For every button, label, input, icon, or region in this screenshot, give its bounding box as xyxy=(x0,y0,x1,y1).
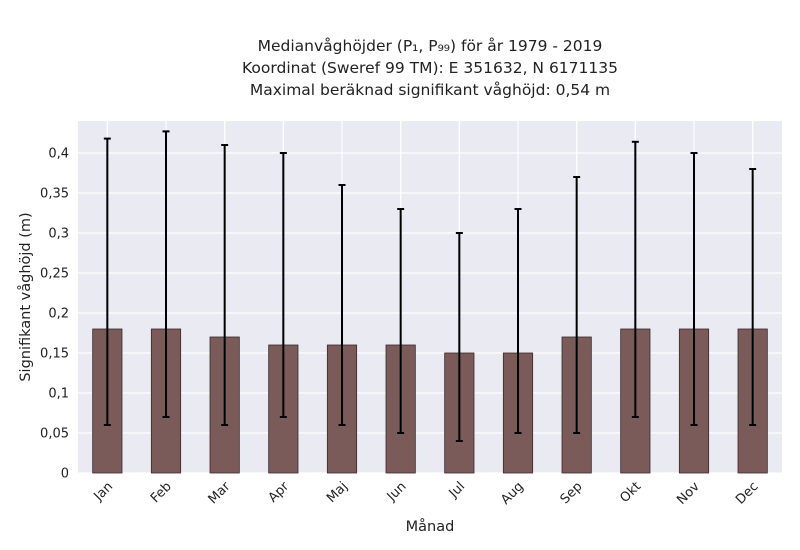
x-axis-ticks: Jan Feb Mar Apr Maj Jun Jul Aug Sep Okt Nov Dec xyxy=(91,479,762,508)
y-tick-label: 0,2 xyxy=(48,307,69,322)
title-line-3: Maximal beräknad signifikant våghöjd: 0,… xyxy=(250,81,610,99)
x-tick-label: Dec xyxy=(733,479,761,507)
y-tick-label: 0,4 xyxy=(48,147,69,162)
x-tick-label: Apr xyxy=(266,479,293,506)
y-tick-label: 0,15 xyxy=(40,347,69,362)
chart-title: Medianvåghöjder (P₁, P₉₉) för år 1979 - … xyxy=(242,37,618,99)
x-axis-label: Månad xyxy=(406,518,455,535)
y-tick-label: 0,1 xyxy=(48,387,69,402)
error-bar-sep xyxy=(573,176,581,434)
y-tick-label: 0,35 xyxy=(40,187,69,202)
error-bar-apr xyxy=(279,152,287,418)
error-bar-okt xyxy=(631,140,639,418)
error-bars xyxy=(103,130,757,442)
x-tick-label: Jan xyxy=(91,479,116,504)
error-bar-jul xyxy=(455,232,463,442)
y-tick-label: 0,3 xyxy=(48,227,69,242)
x-tick-label: Maj xyxy=(324,479,351,506)
x-tick-label: Sep xyxy=(558,479,586,507)
y-axis-ticks: 0 0,05 0,1 0,15 0,2 0,25 0,3 0,35 0,4 xyxy=(40,147,69,482)
error-bar-feb xyxy=(162,130,170,418)
x-tick-label: Okt xyxy=(617,479,644,506)
error-bar-dec xyxy=(749,168,757,426)
error-bar-maj xyxy=(338,184,346,426)
plot-area xyxy=(78,121,782,473)
x-tick-label: Nov xyxy=(674,479,703,508)
y-axis-label: Signifikant våghöjd (m) xyxy=(17,212,34,381)
x-tick-label: Jun xyxy=(384,479,410,505)
x-tick-label: Jul xyxy=(446,479,468,501)
y-tick-label: 0 xyxy=(61,467,69,482)
title-line-2: Koordinat (Sweref 99 TM): E 351632, N 61… xyxy=(242,59,618,77)
error-bar-nov xyxy=(690,152,698,426)
x-tick-label: Mar xyxy=(206,479,234,507)
error-bar-jun xyxy=(397,208,405,434)
x-tick-label: Feb xyxy=(148,479,175,506)
error-bar-jan xyxy=(103,137,111,426)
error-bar-mar xyxy=(221,144,229,426)
x-tick-label: Aug xyxy=(498,479,527,508)
y-tick-label: 0,05 xyxy=(40,427,69,442)
error-bar-aug xyxy=(514,208,522,434)
y-tick-label: 0,25 xyxy=(40,267,69,282)
title-line-1: Medianvåghöjder (P₁, P₉₉) för år 1979 - … xyxy=(258,37,603,55)
